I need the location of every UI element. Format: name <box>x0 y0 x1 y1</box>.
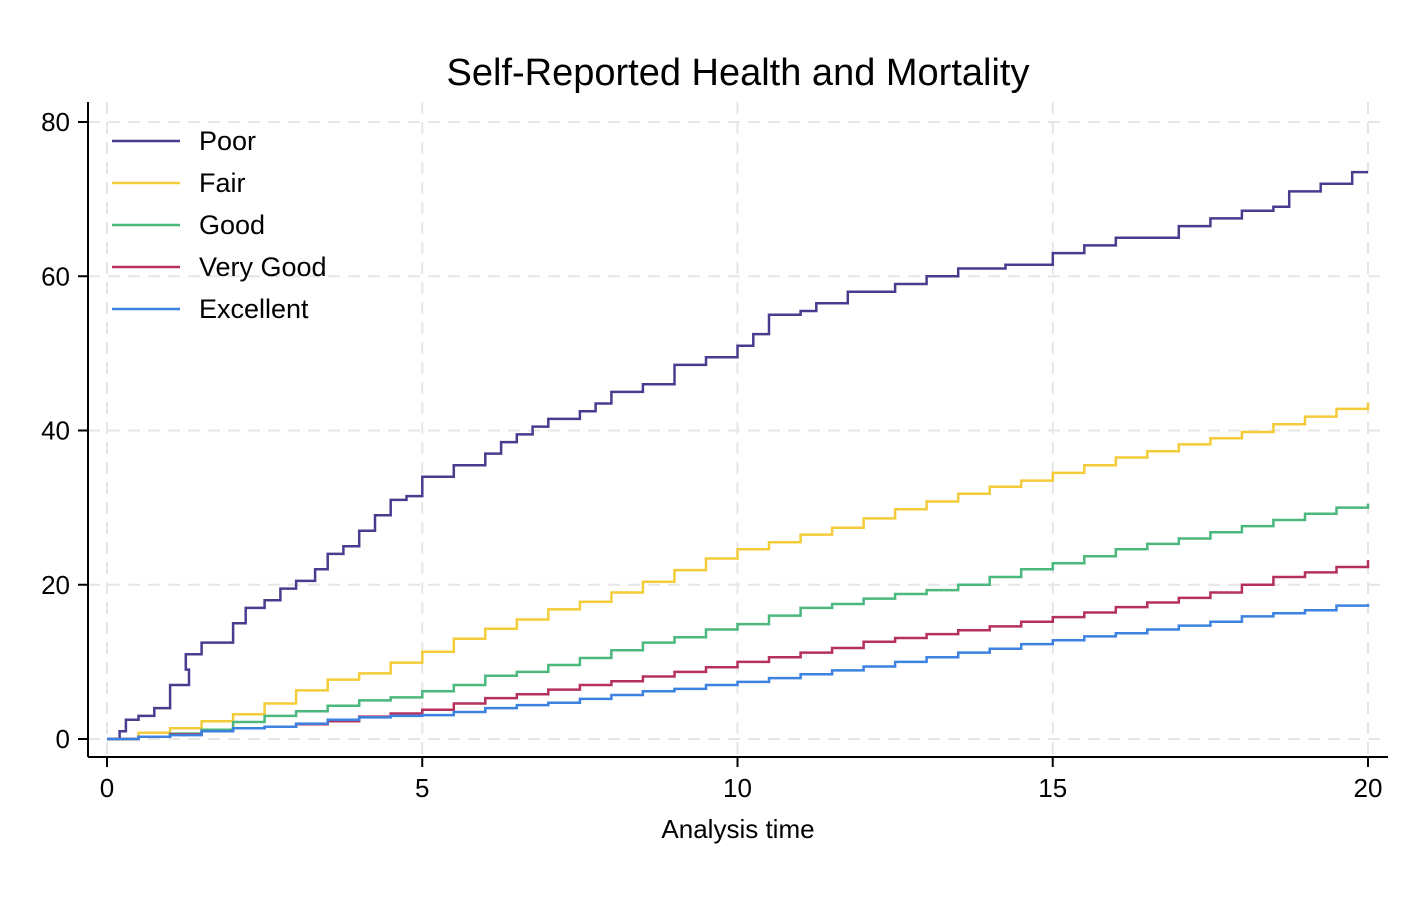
y-tick-label: 40 <box>41 416 70 446</box>
chart-title: Self-Reported Health and Mortality <box>447 52 1030 94</box>
x-tick-label: 5 <box>415 773 429 803</box>
y-tick-label: 20 <box>41 570 70 600</box>
x-axis-title: Analysis time <box>661 814 814 844</box>
legend-item-excellent: Excellent <box>112 294 309 324</box>
series-line-fair <box>107 402 1370 741</box>
y-tick-label: 60 <box>41 261 70 291</box>
legend-item-fair: Fair <box>112 168 246 198</box>
series-line-poor <box>107 170 1368 741</box>
y-tick-label: 80 <box>41 107 70 137</box>
legend-label-excellent: Excellent <box>199 294 309 324</box>
legend-label-fair: Fair <box>199 168 246 198</box>
legend: Poor Fair Good Very Good Excellent <box>112 126 327 324</box>
legend-label-good: Good <box>199 210 265 240</box>
gridlines <box>88 102 1388 757</box>
x-tick-label: 15 <box>1038 773 1067 803</box>
series-line-good <box>107 503 1370 741</box>
series-line-excellent <box>107 604 1370 741</box>
x-tick-label: 10 <box>723 773 752 803</box>
y-axis-ticks: 0 20 40 60 80 <box>41 107 88 754</box>
legend-label-poor: Poor <box>199 126 256 156</box>
legend-label-very-good: Very Good <box>199 252 327 282</box>
x-tick-label: 0 <box>100 773 114 803</box>
legend-item-very-good: Very Good <box>112 252 327 282</box>
legend-item-poor: Poor <box>112 126 256 156</box>
y-tick-label: 0 <box>56 724 70 754</box>
x-tick-label: 20 <box>1354 773 1383 803</box>
legend-item-good: Good <box>112 210 265 240</box>
series-layer <box>107 170 1370 741</box>
x-axis-ticks: 0 5 10 15 20 <box>100 757 1383 803</box>
